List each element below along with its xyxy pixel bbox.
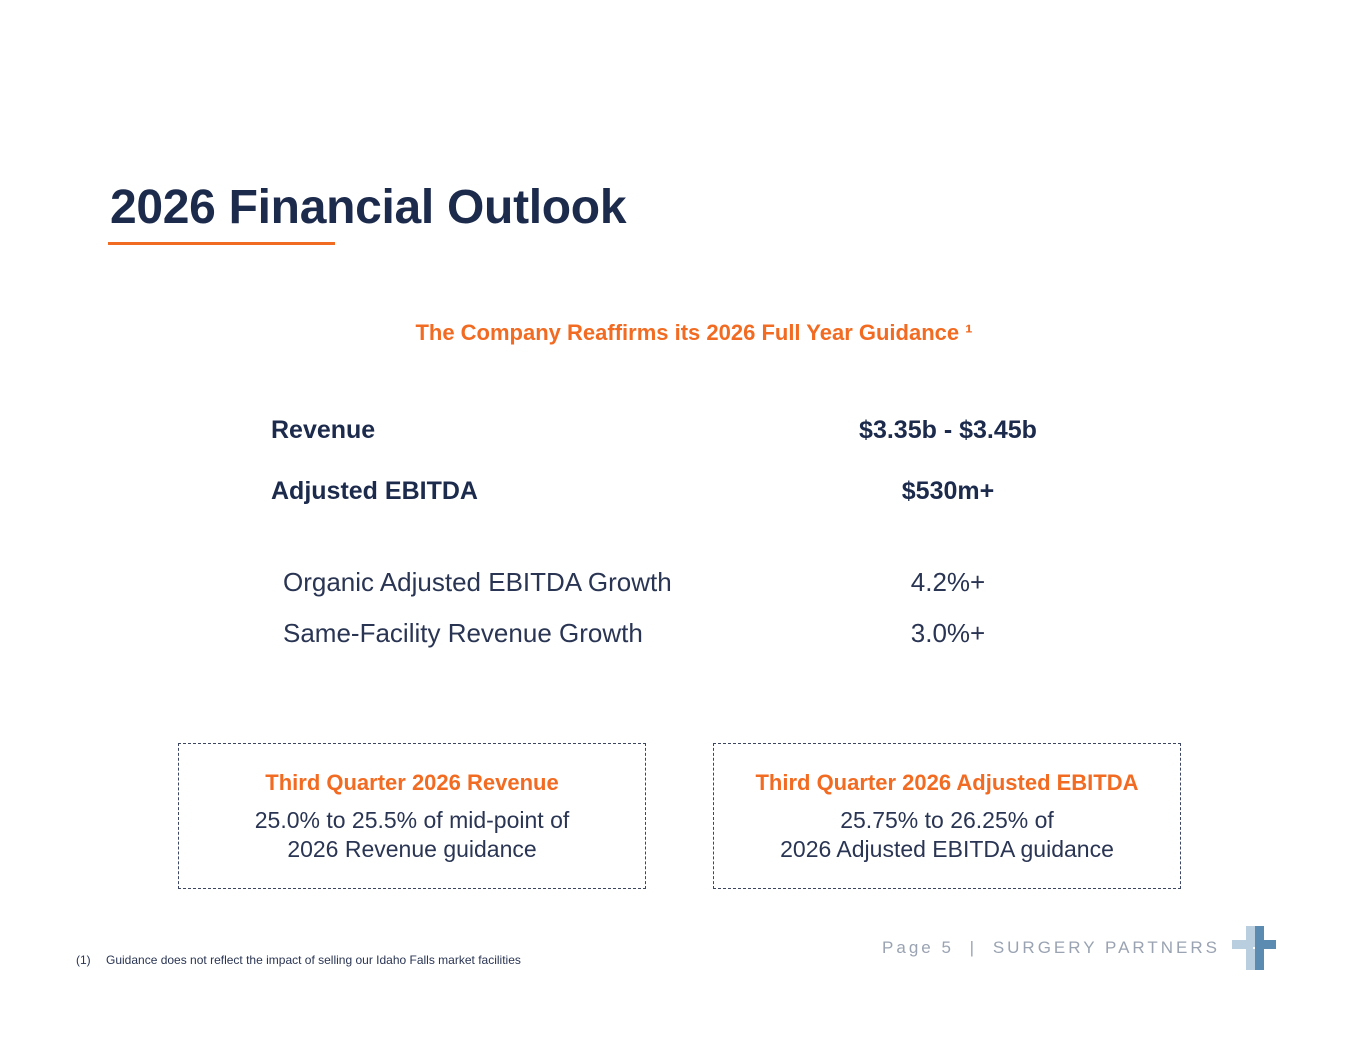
q3-revenue-box: Third Quarter 2026 Revenue 25.0% to 25.5… <box>178 743 646 889</box>
page-number: Page 5 <box>882 938 954 957</box>
footnote: (1) Guidance does not reflect the impact … <box>76 953 521 967</box>
adjusted-ebitda-value: $530m+ <box>901 477 995 505</box>
q3-revenue-text: 25.0% to 25.5% of mid-point of 2026 Reve… <box>179 806 645 864</box>
adjusted-ebitda-label: Adjusted EBITDA <box>271 477 478 505</box>
same-facility-growth-label: Same-Facility Revenue Growth <box>283 618 643 648</box>
company-name: SURGERY PARTNERS <box>992 938 1220 957</box>
logo-left-bar <box>1232 940 1253 949</box>
logo-right-bar <box>1255 940 1276 949</box>
footnote-text: Guidance does not reflect the impact of … <box>106 953 521 967</box>
organic-growth-label: Organic Adjusted EBITDA Growth <box>283 567 672 597</box>
logo-top-left-bar <box>1246 926 1255 947</box>
q3-ebitda-line2: 2026 Adjusted EBITDA guidance <box>780 836 1114 862</box>
revenue-value: $3.35b - $3.45b <box>859 416 1037 444</box>
logo-top-right-bar <box>1255 926 1264 940</box>
logo-bottom-bar <box>1255 949 1264 970</box>
same-facility-growth-value: 3.0%+ <box>910 618 986 648</box>
logo-bottom-left-bar <box>1246 949 1255 970</box>
page-title: 2026 Financial Outlook <box>110 181 627 234</box>
q3-revenue-title: Third Quarter 2026 Revenue <box>265 770 559 795</box>
q3-revenue-line1: 25.0% to 25.5% of mid-point of <box>254 807 570 833</box>
cross-logo-icon <box>1232 926 1276 970</box>
guidance-subtitle: The Company Reaffirms its 2026 Full Year… <box>415 320 973 345</box>
q3-ebitda-line1: 25.75% to 26.25% of <box>840 807 1054 833</box>
q3-revenue-line2: 2026 Revenue guidance <box>287 836 537 862</box>
organic-growth-value: 4.2%+ <box>910 567 986 597</box>
footnote-marker: (1) <box>76 953 91 967</box>
q3-ebitda-title: Third Quarter 2026 Adjusted EBITDA <box>755 770 1139 795</box>
footer-separator: | <box>969 938 978 957</box>
page-footer: Page 5 | SURGERY PARTNERS <box>880 938 1220 958</box>
q3-ebitda-text: 25.75% to 26.25% of 2026 Adjusted EBITDA… <box>714 806 1180 864</box>
title-underline <box>108 242 335 245</box>
revenue-label: Revenue <box>271 416 376 444</box>
q3-ebitda-box: Third Quarter 2026 Adjusted EBITDA 25.75… <box>713 743 1181 889</box>
